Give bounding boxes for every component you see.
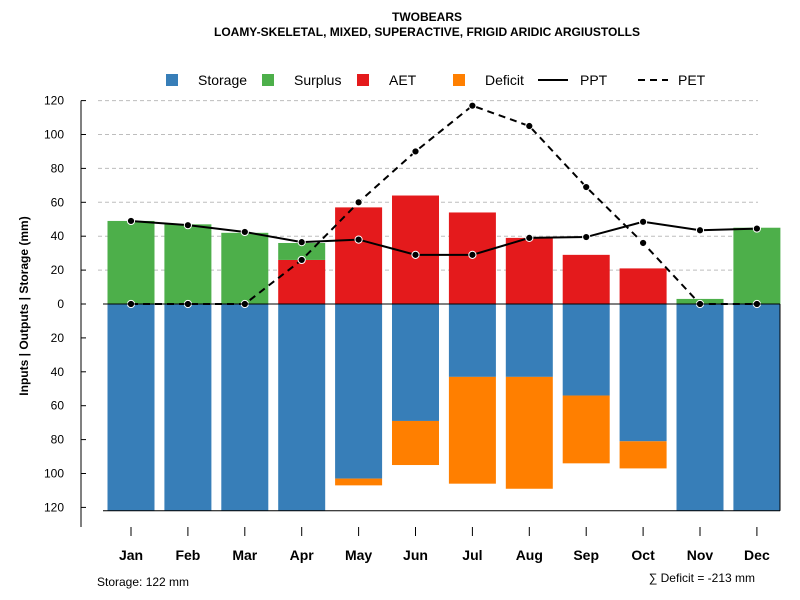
point-pet-oct bbox=[639, 238, 648, 248]
point-ppt-dec bbox=[752, 224, 762, 233]
point-pet-aug bbox=[525, 121, 534, 131]
y-tick-label: 20 bbox=[51, 263, 65, 277]
y-tick-label: 120 bbox=[44, 500, 64, 514]
point-ppt-sep bbox=[582, 232, 591, 242]
y-tick-label: 120 bbox=[44, 94, 64, 108]
point-ppt-jan bbox=[126, 216, 136, 226]
y-axis-title: Inputs | Outputs | Storage (mm) bbox=[17, 216, 31, 395]
x-tick-label-mar: Mar bbox=[232, 547, 257, 563]
y-tick-label: 0 bbox=[57, 297, 64, 311]
legend-storage-swatch bbox=[166, 74, 178, 86]
x-tick-label-nov: Nov bbox=[687, 547, 714, 563]
x-tick-label-dec: Dec bbox=[744, 547, 770, 563]
bar-storage-oct bbox=[619, 304, 667, 442]
bar-surplus-mar bbox=[221, 232, 269, 304]
y-tick-label: 40 bbox=[51, 365, 65, 379]
point-ppt-apr bbox=[297, 238, 306, 247]
y-tick-label: 60 bbox=[51, 399, 65, 413]
legend-ppt-label: PPT bbox=[580, 72, 608, 88]
point-pet-may bbox=[354, 198, 363, 207]
legend-aet-swatch bbox=[357, 74, 369, 86]
line-ppt bbox=[130, 219, 757, 256]
point-pet-sep bbox=[582, 182, 591, 192]
point-ppt-mar bbox=[240, 227, 249, 237]
line-pet bbox=[131, 104, 757, 305]
storage-note: Storage: 122 mm bbox=[97, 575, 189, 589]
x-tick-label-oct: Oct bbox=[631, 547, 655, 563]
point-ppt-jul bbox=[468, 250, 477, 259]
legend-pet-label: PET bbox=[678, 72, 706, 88]
y-tick-label: 80 bbox=[51, 433, 65, 447]
point-pet-apr bbox=[297, 255, 306, 265]
x-tick-label-aug: Aug bbox=[516, 547, 543, 563]
x-tick-label-jun: Jun bbox=[403, 547, 428, 563]
point-ppt-aug bbox=[525, 233, 534, 242]
bar-deficit-jul bbox=[448, 376, 496, 484]
bar-deficit-may bbox=[335, 478, 383, 486]
chart-title: TWOBEARS bbox=[392, 10, 462, 24]
bar-deficit-sep bbox=[562, 395, 610, 464]
x-tick-label-sep: Sep bbox=[573, 547, 599, 563]
y-tick-label: 80 bbox=[51, 161, 65, 175]
bar-deficit-oct bbox=[619, 441, 667, 469]
deficit-note: ∑ Deficit = -213 mm bbox=[649, 571, 755, 585]
chart-subtitle: LOAMY-SKELETAL, MIXED, SUPERACTIVE, FRIG… bbox=[214, 25, 640, 39]
bar-storage-aug bbox=[505, 304, 553, 377]
bar-aet-may bbox=[335, 207, 383, 304]
bar-series bbox=[107, 195, 781, 511]
point-pet-jul bbox=[468, 101, 477, 110]
point-ppt-jun bbox=[411, 250, 420, 259]
bar-storage-jan bbox=[107, 304, 155, 511]
bar-storage-dec bbox=[733, 304, 781, 511]
point-ppt-nov bbox=[695, 226, 705, 235]
bar-storage-jun bbox=[392, 304, 439, 421]
bar-storage-apr bbox=[278, 304, 326, 511]
point-ppt-oct bbox=[639, 217, 648, 226]
bar-deficit-jun bbox=[392, 420, 439, 466]
axes: 120 100 80 60 40 20 0 20 40 60 80 100 120 Jan Feb Mar Ap… bbox=[44, 94, 781, 563]
bar-surplus-jan bbox=[107, 220, 155, 304]
bar-aet-oct bbox=[619, 268, 667, 304]
legend-aet-label: AET bbox=[389, 72, 417, 88]
y-tick-label: 40 bbox=[51, 229, 65, 243]
x-tick-label-apr: Apr bbox=[290, 547, 315, 563]
x-tick-label-jul: Jul bbox=[462, 547, 482, 563]
legend-storage-label: Storage bbox=[198, 72, 247, 88]
chart-legend: Storage Surplus AET Deficit PPT PET bbox=[166, 72, 706, 88]
bar-aet-sep bbox=[562, 254, 610, 304]
bar-deficit-aug bbox=[505, 376, 553, 489]
bar-surplus-feb bbox=[164, 224, 212, 304]
point-pet-jun bbox=[411, 147, 420, 156]
point-ppt-may bbox=[354, 235, 363, 244]
bar-surplus-apr bbox=[278, 242, 326, 260]
bar-storage-sep bbox=[562, 304, 610, 396]
legend-deficit-swatch bbox=[453, 74, 465, 86]
bar-aet-aug bbox=[505, 237, 553, 304]
bar-aet-apr bbox=[278, 259, 326, 304]
bar-storage-mar bbox=[221, 304, 269, 511]
x-tick-label-jan: Jan bbox=[119, 547, 143, 563]
y-tick-label: 20 bbox=[51, 331, 65, 345]
x-tick-label-feb: Feb bbox=[175, 547, 200, 563]
bar-storage-may bbox=[335, 304, 383, 479]
y-tick-label: 60 bbox=[51, 195, 65, 209]
x-tick-label-may: May bbox=[345, 547, 372, 563]
bar-storage-feb bbox=[164, 304, 212, 511]
bar-storage-jul bbox=[448, 304, 496, 377]
y-tick-label: 100 bbox=[44, 128, 64, 142]
legend-surplus-label: Surplus bbox=[294, 72, 341, 88]
legend-deficit-label: Deficit bbox=[485, 72, 524, 88]
bar-surplus-dec bbox=[733, 227, 781, 304]
point-ppt-feb bbox=[183, 221, 192, 230]
y-tick-label: 100 bbox=[44, 467, 64, 481]
legend-surplus-swatch bbox=[262, 74, 274, 86]
bar-storage-nov bbox=[676, 304, 724, 511]
